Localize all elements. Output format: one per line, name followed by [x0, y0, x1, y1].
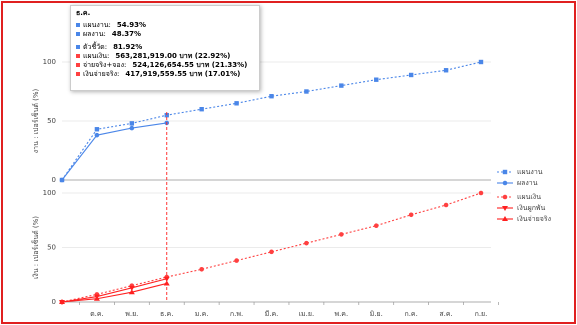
y-tick-label: 50	[47, 244, 56, 252]
x-tick-label: มี.ค.	[265, 310, 279, 318]
bullet	[76, 32, 80, 36]
y-axis-title: เงิน : เปอร์เซ็นต์ (%)	[31, 216, 40, 279]
data-point	[269, 249, 274, 255]
data-point	[408, 72, 414, 78]
legend-label: แผนงาน	[517, 168, 543, 176]
series-line	[61, 122, 167, 181]
y-tick-label: 0	[52, 176, 56, 184]
legend-label: แผนเงิน	[517, 193, 541, 201]
tooltip: ธ.ค. แผนงาน: 54.93% ผลงาน: 48.37% ตัวชี้วัด: 8…	[70, 5, 260, 91]
x-tick-label: ก.ค.	[404, 310, 417, 318]
tooltip-label: ตัวชี้วัด:	[83, 43, 108, 51]
x-tick-label: ก.ย.	[475, 310, 488, 318]
tooltip-row: แผนเงิน: 563,281,919.00 บาท (22.92%)	[76, 52, 254, 61]
tooltip-row: เงินจ่ายจริง: 417,919,559.55 บาท (17.01%)	[76, 70, 254, 79]
tooltip-label: เงินจ่ายจริง:	[83, 70, 120, 78]
tooltip-label: จ่ายจริง+จอง:	[83, 61, 127, 69]
data-point	[304, 89, 309, 94]
tooltip-label: แผนงาน:	[83, 21, 111, 29]
data-point	[199, 107, 204, 112]
tooltip-value: 563,281,919.00 บาท (22.92%)	[115, 52, 231, 60]
tooltip-value: 524,126,654.55 บาท (21.33%)	[132, 61, 248, 69]
legend-marker	[502, 216, 508, 221]
legend-marker	[502, 194, 508, 200]
y-tick-label: 100	[43, 58, 56, 66]
data-point	[128, 289, 135, 295]
y-tick-label: 50	[47, 117, 56, 125]
series-line	[61, 282, 167, 303]
series-line	[61, 278, 167, 303]
data-point	[478, 190, 484, 196]
y-tick-label: 100	[43, 189, 56, 197]
x-tick-label: ม.ค.	[195, 310, 209, 318]
data-point	[234, 101, 239, 106]
bullet	[76, 54, 80, 58]
x-tick-label: ก.พ.	[230, 310, 243, 318]
data-point	[94, 127, 100, 132]
legend-label: ผลงาน	[517, 179, 538, 187]
tooltip-title: ธ.ค.	[76, 9, 91, 17]
data-point	[128, 285, 135, 291]
data-point	[93, 295, 100, 301]
data-point	[129, 121, 135, 126]
data-point	[339, 232, 344, 237]
tooltip-row: ตัวชี้วัด: 81.92%	[76, 43, 254, 52]
data-point	[199, 267, 204, 272]
data-point	[443, 202, 449, 208]
data-point	[59, 299, 65, 304]
data-point	[304, 240, 309, 246]
data-point	[408, 212, 414, 218]
data-point	[269, 94, 274, 99]
data-point	[129, 125, 135, 131]
data-point	[234, 258, 239, 263]
x-tick-label: ต.ค.	[90, 310, 104, 318]
data-point	[94, 132, 100, 138]
data-point	[443, 68, 449, 73]
tooltip-label: ผลงาน:	[83, 30, 106, 38]
x-tick-label: เม.ย.	[299, 310, 315, 318]
tooltip-value: 417,919,559.55 บาท (17.01%)	[125, 70, 241, 78]
x-tick-label: พ.ย.	[125, 310, 138, 318]
bullet	[76, 72, 80, 76]
y-axis-title: งาน : เปอร์เซ็นต์ (%)	[31, 88, 40, 153]
tooltip-row: แผนงาน: 54.93%	[76, 21, 254, 30]
bullet	[76, 45, 80, 49]
legend-label: เงินผูกพัน	[517, 204, 546, 212]
tooltip-value: 54.93%	[116, 21, 147, 29]
data-point	[373, 223, 379, 228]
y-tick-label: 0	[52, 298, 56, 306]
tooltip-value: 48.37%	[111, 30, 142, 38]
tooltip-row: ผลงาน: 48.37%	[76, 30, 254, 39]
legend-label: เงินจ่ายจริง	[517, 215, 551, 223]
x-tick-label: ธ.ค.	[160, 310, 173, 318]
tooltip-row: จ่ายจริง+จอง: 524,126,654.55 บาท (21.33%)	[76, 61, 254, 70]
tooltip-label: แผนเงิน:	[83, 52, 110, 60]
legend-marker	[502, 169, 508, 175]
data-point	[478, 59, 484, 65]
data-point	[164, 112, 169, 118]
x-tick-label: พ.ค.	[334, 310, 348, 318]
data-point	[374, 77, 379, 82]
data-point	[339, 83, 344, 88]
tooltip-value: 81.92%	[113, 43, 143, 51]
data-point	[59, 177, 65, 183]
legend-marker	[502, 180, 508, 186]
bullet	[76, 23, 80, 27]
bullet	[76, 63, 80, 67]
legend-marker	[502, 206, 508, 211]
x-tick-label: มิ.ย.	[370, 310, 383, 318]
x-tick-label: ส.ค.	[439, 310, 452, 318]
